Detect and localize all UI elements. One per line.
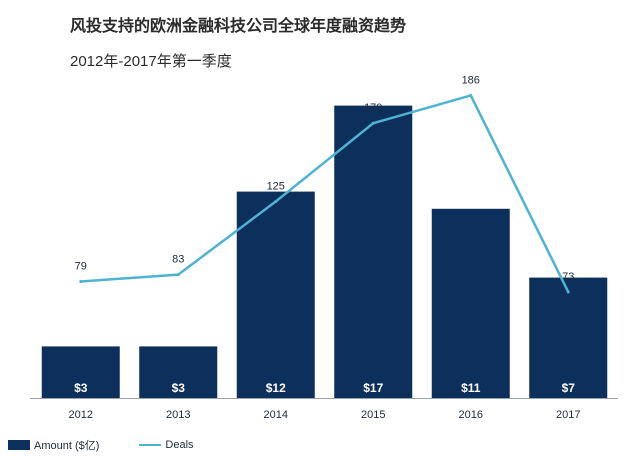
chart-title: 风投支持的欧洲金融科技公司全球年度融资趋势 [70, 18, 407, 35]
x-tick-2014: 2014 [264, 409, 288, 421]
legend-item-amount: Amount ($亿) [8, 437, 99, 453]
bar-2016 [431, 208, 510, 398]
bar-label-2012: $3 [74, 381, 88, 395]
bar-label-2014: $12 [266, 381, 286, 395]
deals-point-2013 [176, 273, 180, 277]
legend-swatch-amount [8, 440, 30, 450]
bar-label-2016: $11 [461, 381, 481, 395]
deals-point-2017 [566, 290, 570, 294]
deals-point-2014 [274, 200, 278, 203]
bar-2014 [236, 191, 315, 398]
legend-label-deals: Deals [165, 439, 194, 451]
deals-point-2012 [79, 280, 83, 284]
bar-label-2017: $7 [562, 381, 576, 395]
x-tick-2012: 2012 [69, 409, 93, 421]
deals-point-2015 [371, 121, 375, 125]
bar-label-2013: $3 [172, 381, 186, 395]
legend-label-amount: Amount ($亿) [34, 440, 100, 452]
x-tick-2017: 2017 [556, 409, 580, 421]
chart-legend: Amount ($亿) Deals [8, 437, 194, 453]
bar-2015 [334, 105, 413, 398]
chart-subtitle: 2012年-2017年第一季度 [70, 53, 232, 70]
deals-point-2016 [469, 93, 473, 97]
bar-2012 [41, 346, 120, 398]
x-tick-2013: 2013 [166, 409, 190, 421]
deals-label-2012: 79 [75, 261, 87, 273]
bar-2013 [139, 346, 218, 398]
deals-label-2015: 170 [364, 102, 382, 114]
bar-label-2015: $17 [363, 381, 383, 395]
deals-label-2014: 125 [267, 181, 285, 193]
deals-line [80, 94, 570, 293]
x-tick-2015: 2015 [361, 409, 385, 421]
deals-label-2013: 83 [172, 254, 184, 266]
bar-2017 [529, 277, 608, 398]
deals-label-2017: 73 [562, 271, 574, 283]
legend-item-deals: Deals [139, 439, 194, 451]
legend-swatch-deals [139, 444, 162, 446]
x-tick-2016: 2016 [459, 409, 483, 421]
deals-label-2016: 186 [462, 74, 480, 86]
